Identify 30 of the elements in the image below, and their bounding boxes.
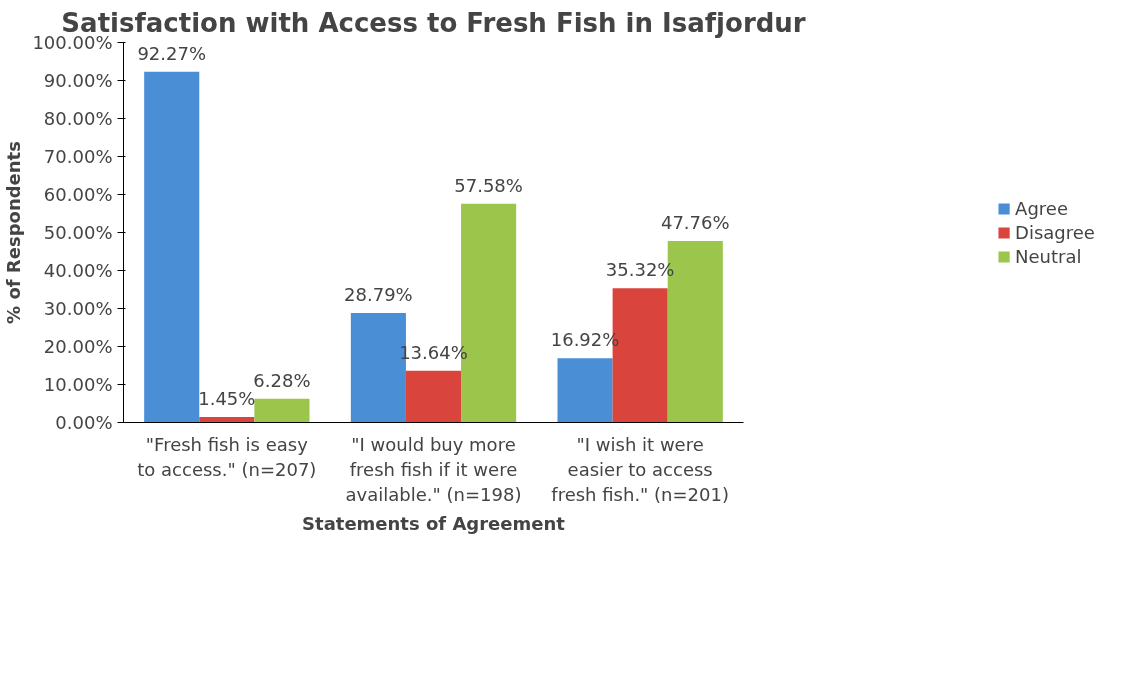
y-tick-label: 10.00%: [43, 374, 113, 395]
x-tick-label: "Fresh fish is easy to access." (n=207): [137, 433, 317, 480]
x-tick-label: "I would buy more fresh fish if it were available." (n=198): [345, 433, 522, 505]
bar: [144, 71, 200, 423]
y-tick-label: 80.00%: [43, 108, 113, 129]
data-label: 47.76%: [660, 212, 730, 234]
y-tick-label: 40.00%: [43, 260, 113, 281]
y-tick-label: 50.00%: [43, 222, 113, 243]
y-tick-label: 70.00%: [43, 146, 113, 167]
y-tick-label: 100.00%: [32, 32, 113, 53]
y-tick-label: 60.00%: [43, 184, 113, 205]
data-label: 1.45%: [198, 387, 256, 409]
y-axis-title: % of Respondents: [3, 141, 25, 324]
bar: [405, 370, 462, 423]
bar: [254, 398, 310, 423]
data-label: 57.58%: [454, 174, 523, 196]
y-tick-label: 20.00%: [43, 336, 113, 357]
legend-label: Neutral: [1015, 245, 1082, 267]
legend-label: Disagree: [1015, 221, 1095, 243]
y-tick-label: 0.00%: [55, 412, 113, 433]
data-label: 92.27%: [137, 42, 207, 64]
bar: [199, 416, 255, 423]
x-axis-title: Statements of Agreement: [302, 512, 566, 534]
y-tick-label: 30.00%: [43, 298, 113, 319]
y-tick-label: 90.00%: [43, 70, 113, 91]
data-label: 6.28%: [253, 369, 311, 391]
bar: [557, 358, 613, 423]
data-label: 28.79%: [344, 284, 413, 306]
x-tick-label: "I wish it were easier to access fresh fish." (n=201): [551, 433, 730, 505]
legend-label: Agree: [1015, 197, 1068, 219]
